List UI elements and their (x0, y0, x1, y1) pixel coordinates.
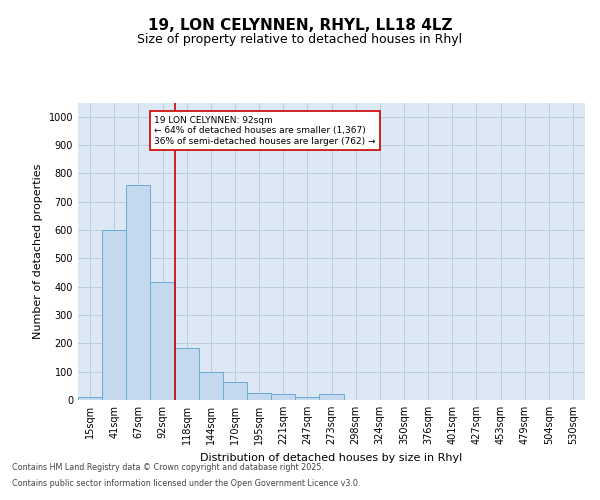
Bar (78, 397, 102, 400)
Bar (271, 394, 295, 400)
Bar (247, 393, 271, 400)
Bar (126, 184, 151, 400)
Bar (223, 382, 247, 400)
Text: 19, LON CELYNNEN, RHYL, LL18 4LZ: 19, LON CELYNNEN, RHYL, LL18 4LZ (148, 18, 452, 32)
Bar (319, 394, 344, 400)
Text: Size of property relative to detached houses in Rhyl: Size of property relative to detached ho… (137, 32, 463, 46)
Y-axis label: Number of detached properties: Number of detached properties (33, 164, 43, 339)
Bar (295, 397, 319, 400)
Text: Contains public sector information licensed under the Open Government Licence v3: Contains public sector information licen… (12, 478, 361, 488)
Bar (151, 282, 175, 400)
Bar (199, 372, 223, 400)
Bar (175, 348, 199, 400)
Text: 19 LON CELYNNEN: 92sqm
← 64% of detached houses are smaller (1,367)
36% of semi-: 19 LON CELYNNEN: 92sqm ← 64% of detached… (154, 116, 376, 146)
X-axis label: Distribution of detached houses by size in Rhyl: Distribution of detached houses by size … (200, 452, 463, 462)
Bar (102, 230, 126, 400)
Text: Contains HM Land Registry data © Crown copyright and database right 2025.: Contains HM Land Registry data © Crown c… (12, 464, 324, 472)
